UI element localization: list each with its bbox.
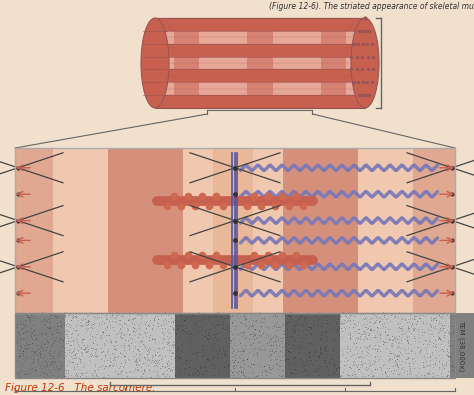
- Bar: [413, 148, 455, 313]
- Bar: [174, 18, 199, 108]
- Bar: [213, 148, 253, 313]
- Bar: [15, 148, 53, 313]
- Bar: [358, 148, 413, 313]
- Bar: [183, 148, 213, 313]
- Bar: [285, 313, 340, 378]
- Bar: [155, 82, 365, 95]
- Bar: [321, 18, 346, 108]
- Bar: [253, 148, 283, 313]
- Bar: [155, 95, 365, 108]
- Bar: [155, 18, 365, 108]
- Bar: [230, 313, 285, 378]
- Bar: [155, 31, 365, 44]
- Ellipse shape: [141, 18, 169, 108]
- Text: (Figure 12-6). The striated appearance of skeletal mu: (Figure 12-6). The striated appearance o…: [269, 2, 474, 11]
- Bar: [108, 148, 183, 313]
- Bar: [15, 148, 455, 313]
- Bar: [15, 313, 455, 378]
- Bar: [65, 313, 175, 378]
- Bar: [53, 148, 108, 313]
- Bar: [15, 148, 455, 313]
- Bar: [247, 18, 273, 108]
- Bar: [155, 70, 365, 82]
- Bar: [15, 313, 65, 378]
- Bar: [175, 313, 230, 378]
- Text: TEM (38,000x): TEM (38,000x): [458, 320, 465, 371]
- Bar: [15, 313, 455, 378]
- Bar: [155, 44, 365, 56]
- Text: Figure 12-6   The sarcomere.: Figure 12-6 The sarcomere.: [5, 383, 155, 393]
- Bar: [155, 18, 365, 31]
- Bar: [283, 148, 358, 313]
- Bar: [155, 56, 365, 70]
- Bar: [340, 313, 450, 378]
- Ellipse shape: [351, 18, 379, 108]
- Bar: [450, 313, 474, 378]
